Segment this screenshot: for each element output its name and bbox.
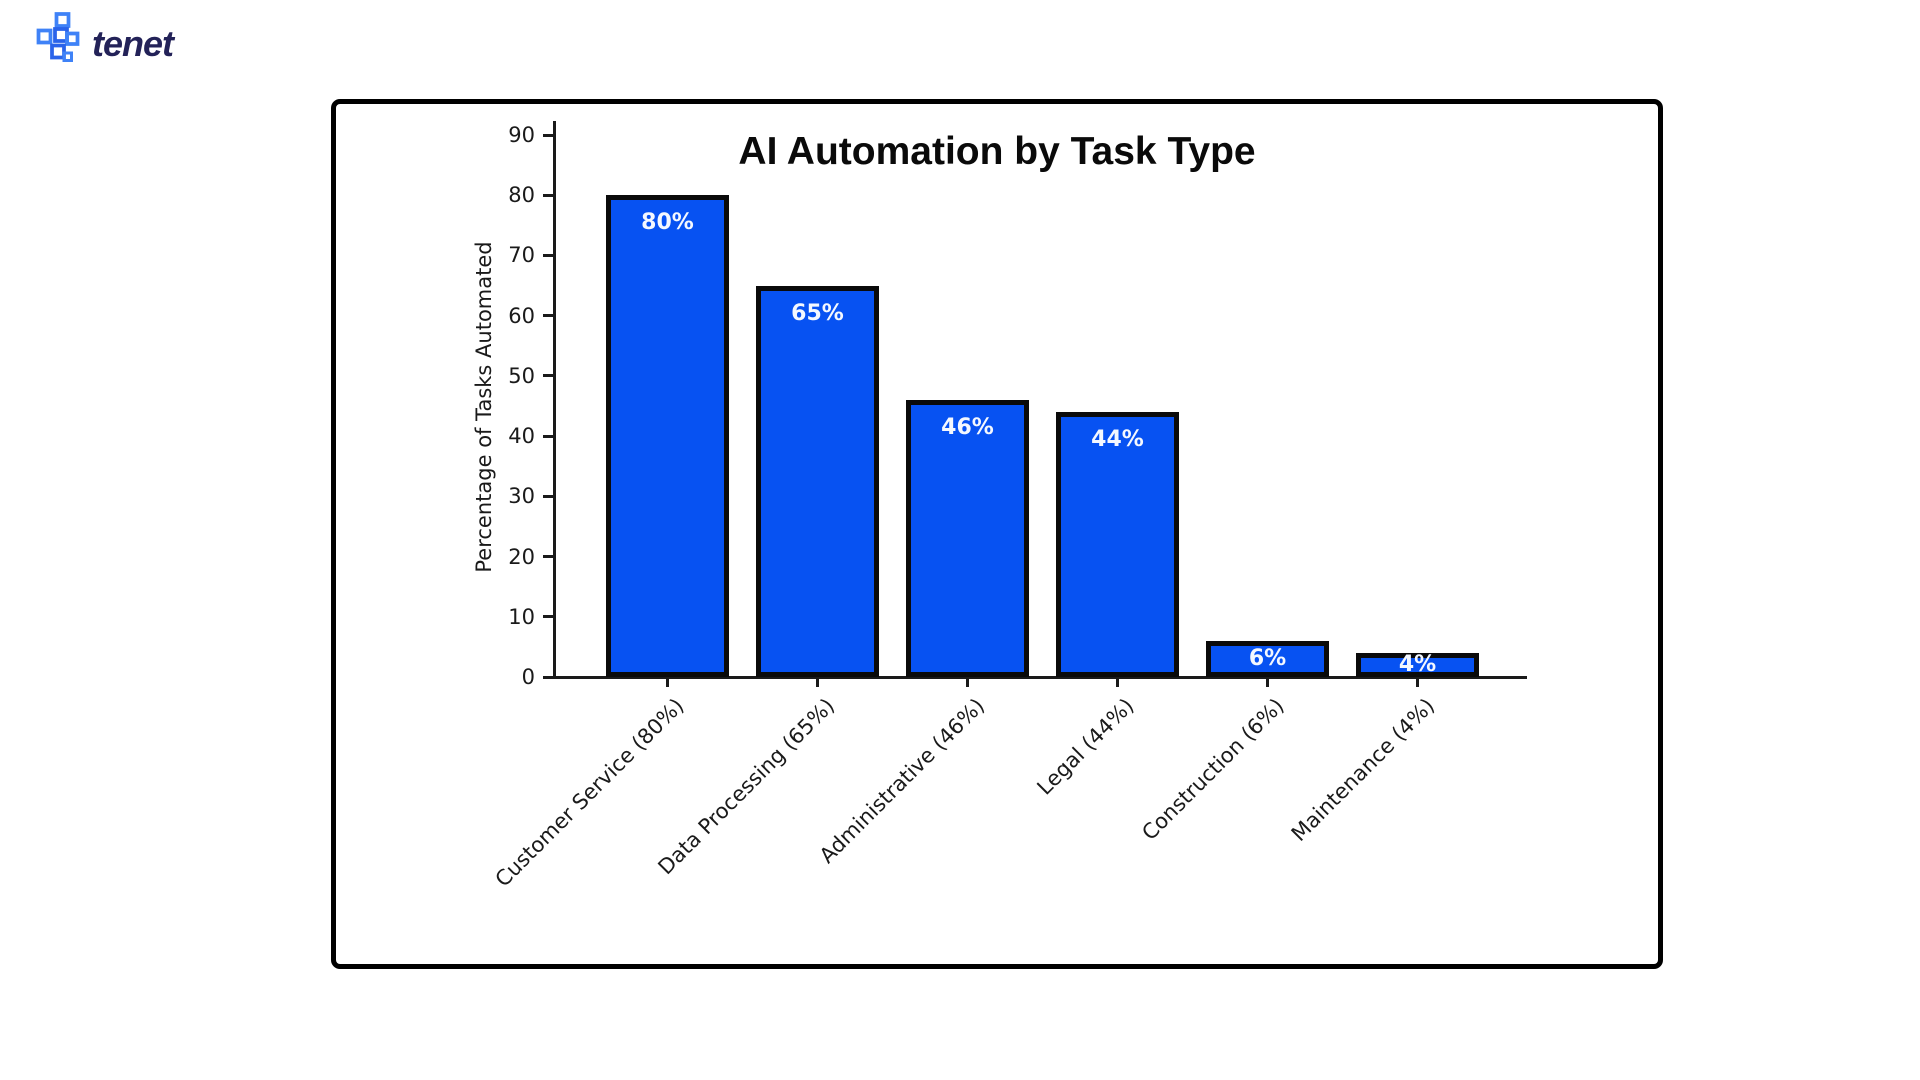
- bar-value-label: 46%: [941, 414, 994, 440]
- y-tick-label: 80: [508, 183, 535, 208]
- bar-value-label: 44%: [1091, 427, 1144, 453]
- bar-3: [1056, 412, 1179, 677]
- x-tick-mark: [966, 677, 969, 687]
- y-tick-mark: [543, 615, 554, 619]
- y-tick-mark: [543, 374, 554, 378]
- bar-value-label: 80%: [641, 210, 694, 236]
- y-tick-mark: [543, 555, 554, 559]
- y-tick-mark: [543, 675, 554, 679]
- y-tick-label: 70: [508, 243, 535, 268]
- y-tick-mark: [543, 193, 554, 197]
- bar-2: [906, 399, 1029, 677]
- y-tick-label: 50: [508, 363, 535, 388]
- x-tick-mark: [1416, 677, 1419, 687]
- x-tick-label: Maintenance (4%): [1286, 693, 1440, 847]
- y-tick-label: 40: [508, 424, 535, 449]
- y-axis-label: Percentage of Tasks Automated: [472, 241, 496, 573]
- y-tick-mark: [543, 253, 554, 257]
- chart-card: AI Automation by Task Type Percentage of…: [331, 99, 1663, 969]
- bar-0: [606, 195, 729, 677]
- x-tick-label: Administrative (46%): [814, 693, 990, 868]
- plot-area: 0 10 20 30 40 50 60 70 80 90 80% Customer Service (…: [491, 121, 1527, 892]
- bar-value-label: 65%: [791, 300, 844, 326]
- y-tick-label: 10: [508, 604, 535, 629]
- y-tick-label: 20: [508, 544, 535, 569]
- y-tick-mark: [543, 434, 554, 438]
- bar-value-label: 4%: [1398, 651, 1437, 677]
- tenet-logo: tenet: [34, 10, 174, 70]
- y-tick-label: 0: [521, 665, 535, 689]
- bar-1: [756, 285, 879, 677]
- x-tick-mark: [666, 677, 669, 687]
- bar-4: [1206, 640, 1329, 677]
- x-tick-label: Legal (44%): [1032, 693, 1140, 800]
- y-axis-spine: [553, 121, 556, 677]
- x-axis-line: [553, 676, 1527, 679]
- y-tick-mark: [543, 494, 554, 498]
- x-tick-mark: [1116, 677, 1119, 687]
- y-tick-label: 30: [508, 484, 535, 509]
- tenet-pixel-cross-icon: [34, 10, 82, 70]
- bar-5: [1356, 652, 1479, 677]
- y-tick-mark: [543, 133, 554, 137]
- y-tick-label: 60: [508, 303, 535, 328]
- x-tick-label: Data Processing (65%): [653, 693, 840, 880]
- x-tick-label: Construction (6%): [1137, 693, 1290, 845]
- x-tick-mark: [1266, 677, 1269, 687]
- bar-value-label: 6%: [1248, 645, 1287, 671]
- x-tick-mark: [816, 677, 819, 687]
- chart-title: AI Automation by Task Type: [738, 130, 1256, 173]
- y-tick-label: 90: [508, 123, 535, 147]
- y-tick-mark: [543, 314, 554, 318]
- logo-wordmark: tenet: [92, 23, 174, 64]
